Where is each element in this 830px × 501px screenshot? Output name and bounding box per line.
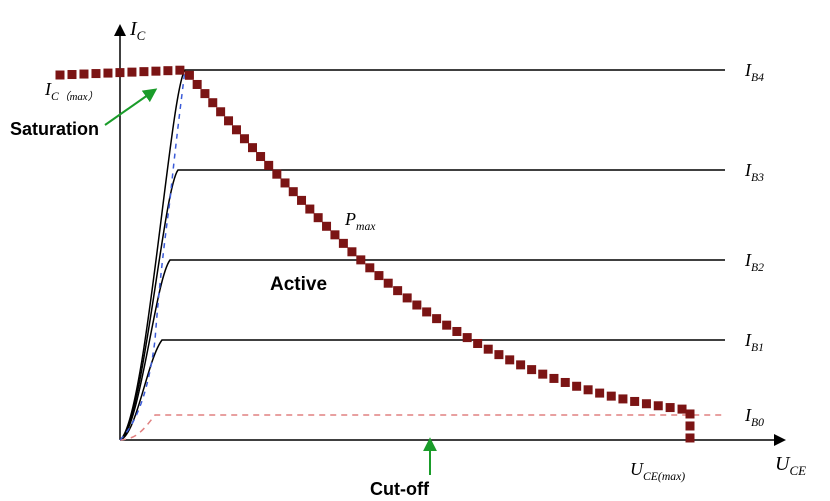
active-label: Active xyxy=(270,274,327,295)
ic-max-label: IC（max） xyxy=(44,79,98,103)
curve-ib1 xyxy=(120,340,725,440)
pmax-curve xyxy=(56,66,695,443)
curve-label-ib3: IB3 xyxy=(744,160,764,184)
saturation-arrow xyxy=(105,90,155,125)
curve-label-ib1: IB1 xyxy=(744,330,764,354)
cutoff-label: Cut-off xyxy=(370,479,430,499)
curve-label-ib0: IB0 xyxy=(744,405,764,429)
curve-ib4 xyxy=(120,70,725,440)
x-axis-label: UCE xyxy=(775,453,806,478)
saturation-boundary xyxy=(120,70,185,440)
curve-ib2 xyxy=(120,260,725,440)
pmax-path-hidden xyxy=(60,70,690,440)
curve-label-ib4: IB4 xyxy=(744,60,764,84)
curve-ib0 xyxy=(120,415,725,440)
pmax-label: Pmax xyxy=(344,209,376,233)
uce-max-label: UCE(max) xyxy=(630,459,685,483)
saturation-label: Saturation xyxy=(10,119,99,139)
y-axis-label: IC xyxy=(129,18,146,43)
curve-label-ib2: IB2 xyxy=(744,250,764,274)
